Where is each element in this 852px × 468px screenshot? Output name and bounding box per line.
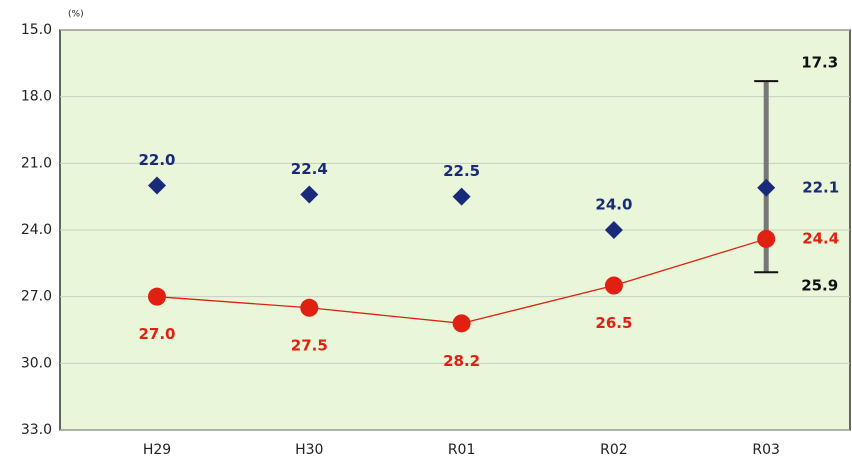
value-label: 22.0 <box>138 151 175 169</box>
x-tick-label: R01 <box>448 442 476 458</box>
diamond-marker <box>757 178 776 197</box>
y-tick-label: 18.0 <box>21 89 52 105</box>
y-tick-label: 33.0 <box>21 422 52 438</box>
circle-marker <box>452 314 471 333</box>
diamond-marker <box>148 176 166 195</box>
diamond-marker <box>452 187 471 206</box>
range-label: 25.9 <box>801 277 838 295</box>
value-label: 22.5 <box>443 162 480 180</box>
y-tick-label: 15.0 <box>21 22 52 38</box>
range-label: 17.3 <box>801 54 838 72</box>
circle-marker <box>300 298 319 317</box>
y-tick-label: 24.0 <box>21 222 52 238</box>
x-tick-label: R03 <box>752 442 780 458</box>
x-tick-label: R02 <box>600 442 628 458</box>
value-label: 22.1 <box>802 178 839 196</box>
value-label: 24.0 <box>595 196 632 214</box>
diamond-marker <box>300 185 319 204</box>
value-label: 24.4 <box>802 229 839 247</box>
value-label: 26.5 <box>595 314 632 332</box>
unit-label: (%) <box>68 10 84 20</box>
value-label: 27.5 <box>291 336 328 354</box>
y-tick-label: 30.0 <box>21 355 52 371</box>
value-label: 27.0 <box>138 325 175 343</box>
circle-marker <box>604 276 623 295</box>
y-tick-label: 21.0 <box>21 155 52 171</box>
y-tick-label: 27.0 <box>21 289 52 305</box>
circle-marker <box>148 287 166 306</box>
x-tick-label: H29 <box>143 442 171 458</box>
x-tick-label: H30 <box>295 442 323 458</box>
circle-marker <box>757 229 776 248</box>
value-label: 22.4 <box>291 160 328 178</box>
diamond-marker <box>604 221 623 239</box>
value-label: 28.2 <box>443 352 480 370</box>
